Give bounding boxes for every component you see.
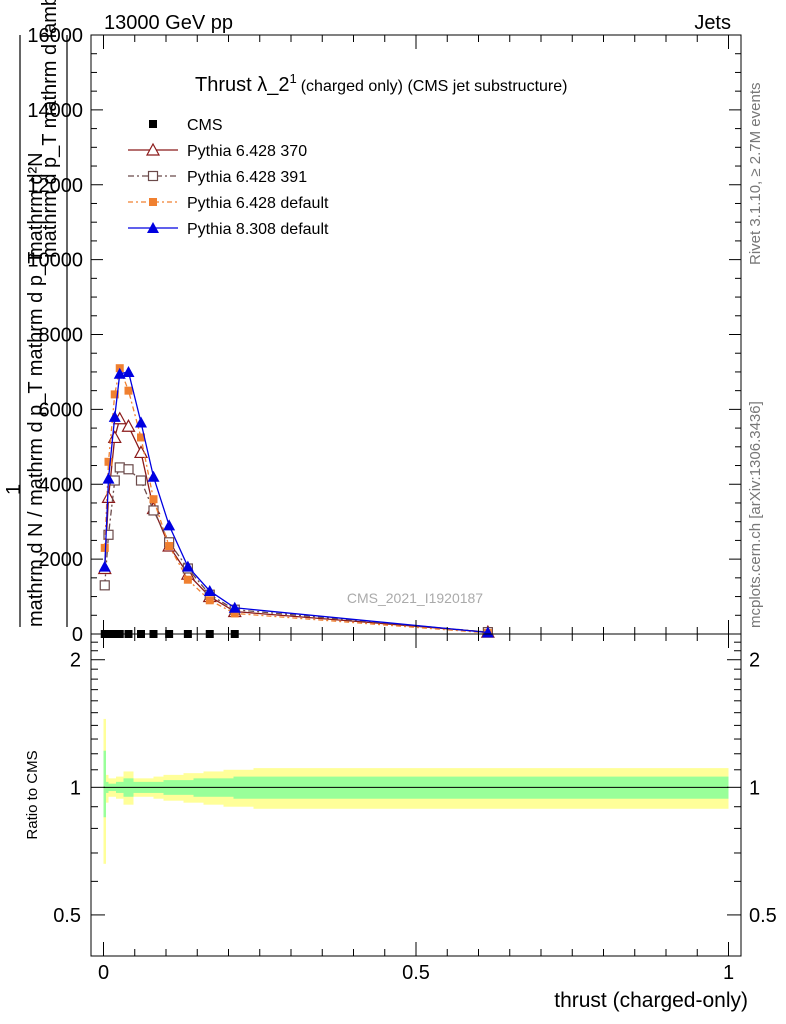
legend-label: Pythia 6.428 391 bbox=[187, 169, 307, 186]
analysis-watermark: CMS_2021_I1920187 bbox=[347, 590, 483, 606]
x-tick-label: 1 bbox=[723, 962, 734, 984]
legend-label: Pythia 6.428 default bbox=[187, 195, 329, 212]
data-point bbox=[101, 490, 116, 503]
y-label-one: 1 bbox=[3, 484, 25, 495]
legend-label: Pythia 8.308 default bbox=[187, 221, 329, 238]
category-label: Jets bbox=[694, 12, 731, 34]
data-point bbox=[123, 464, 134, 475]
data-point bbox=[135, 475, 147, 486]
ratio-bands bbox=[103, 718, 729, 864]
data-point bbox=[98, 560, 111, 572]
energy-label: 13000 GeV pp bbox=[104, 12, 233, 34]
data-point bbox=[481, 626, 494, 638]
y-axis-ticks: 0 2000 4000 6000 8000 10000 12000 14000 16000 bbox=[27, 25, 741, 646]
ratio-y-tick-label-right: 0.5 bbox=[749, 905, 777, 927]
data-point bbox=[181, 560, 194, 572]
ratio-y-tick-label-right: 2 bbox=[749, 650, 760, 672]
legend-marker bbox=[147, 222, 159, 233]
data-point bbox=[147, 470, 160, 482]
data-point bbox=[110, 390, 119, 399]
series-4 bbox=[98, 365, 494, 638]
legend-label: Pythia 6.428 370 bbox=[187, 143, 307, 160]
rivet-label: Rivet 3.1.10, ≥ 2.7M events bbox=[747, 83, 764, 266]
data-point bbox=[148, 505, 159, 516]
y-label-denominator: mathrm d N / mathrm d p_T mathrm d p_T bbox=[25, 252, 47, 627]
data-point bbox=[165, 542, 174, 551]
series-line bbox=[104, 466, 488, 633]
series-group bbox=[97, 364, 495, 638]
data-point bbox=[121, 418, 136, 432]
data-point bbox=[103, 529, 114, 540]
data-point bbox=[133, 445, 149, 459]
y-tick-label: 12000 bbox=[27, 175, 83, 197]
data-point bbox=[104, 457, 113, 466]
y-tick-label: 16000 bbox=[27, 25, 83, 47]
data-point bbox=[99, 580, 110, 591]
x-tick-label: 0.5 bbox=[402, 962, 430, 984]
data-point bbox=[149, 495, 158, 504]
main-plot-panel: 0 2000 4000 6000 8000 10000 12000 14000 16000 Th… bbox=[3, 0, 742, 646]
data-point bbox=[183, 575, 192, 584]
ratio-x-ticks: 0 0.5 1 bbox=[98, 634, 734, 984]
x-axis-ticks bbox=[103, 35, 729, 634]
y-tick-label: 4000 bbox=[39, 474, 84, 496]
series-line bbox=[104, 365, 488, 634]
y-tick-label: 14000 bbox=[27, 100, 83, 122]
legend: CMS Pythia 6.428 370 Pythia 6.428 391 Pythi… bbox=[128, 117, 329, 238]
y-tick-label: 10000 bbox=[27, 250, 83, 272]
data-point bbox=[108, 410, 121, 422]
y-tick-label: 8000 bbox=[39, 325, 84, 347]
data-point bbox=[137, 433, 145, 442]
y-tick-label: 6000 bbox=[39, 399, 84, 421]
y-tick-label: 2000 bbox=[39, 549, 84, 571]
ratio-y-ticks: 0.5 0.5 1 1 2 2 bbox=[53, 641, 777, 957]
legend-marker bbox=[147, 170, 159, 182]
y-label-numerator-alt: mathrm d p_T mathrm d lambda bbox=[39, 0, 61, 258]
legend-marker bbox=[145, 142, 161, 156]
x-tick-label: 0 bbox=[98, 962, 109, 984]
ratio-y-tick-label: 2 bbox=[70, 650, 81, 672]
ratio-y-tick-label: 0.5 bbox=[53, 905, 81, 927]
data-point bbox=[230, 609, 239, 618]
data-point bbox=[163, 519, 176, 531]
data-point bbox=[107, 430, 122, 444]
data-point bbox=[135, 416, 147, 428]
data-point bbox=[102, 472, 115, 484]
ratio-y-tick-label-right: 1 bbox=[749, 777, 760, 799]
y-tick-label: 0 bbox=[72, 624, 83, 646]
legend-marker bbox=[149, 120, 157, 128]
y-label-numerator: mathrm d²N bbox=[25, 152, 47, 258]
ratio-y-tick-label: 1 bbox=[70, 777, 81, 799]
data-point bbox=[228, 601, 241, 613]
chart-title: Thrust λ_21 (charged only) (CMS jet subst… bbox=[195, 71, 567, 96]
legend-label: CMS bbox=[187, 117, 223, 134]
y-axis-label: mathrm d²N mathrm d p_T mathrm d lambda … bbox=[3, 0, 68, 627]
legend-marker bbox=[149, 198, 157, 206]
data-point bbox=[124, 386, 133, 395]
mcplots-label: mcplots.cern.ch [arXiv:1306.3436] bbox=[747, 401, 764, 628]
ratio-panel: 0.5 0.51 12 2 0 0.5 1 Ratio to CMS thrust (ch… bbox=[24, 633, 777, 1012]
data-point bbox=[113, 367, 126, 379]
x-axis-label: thrust (charged-only) bbox=[554, 989, 748, 1012]
data-point bbox=[203, 584, 216, 596]
series-2 bbox=[99, 462, 493, 638]
data-point bbox=[122, 365, 135, 377]
data-point bbox=[205, 596, 214, 605]
data-point bbox=[114, 462, 125, 473]
data-point bbox=[100, 543, 109, 552]
uncertainty-band-inner bbox=[103, 750, 106, 818]
ratio-y-label: Ratio to CMS bbox=[24, 750, 41, 839]
